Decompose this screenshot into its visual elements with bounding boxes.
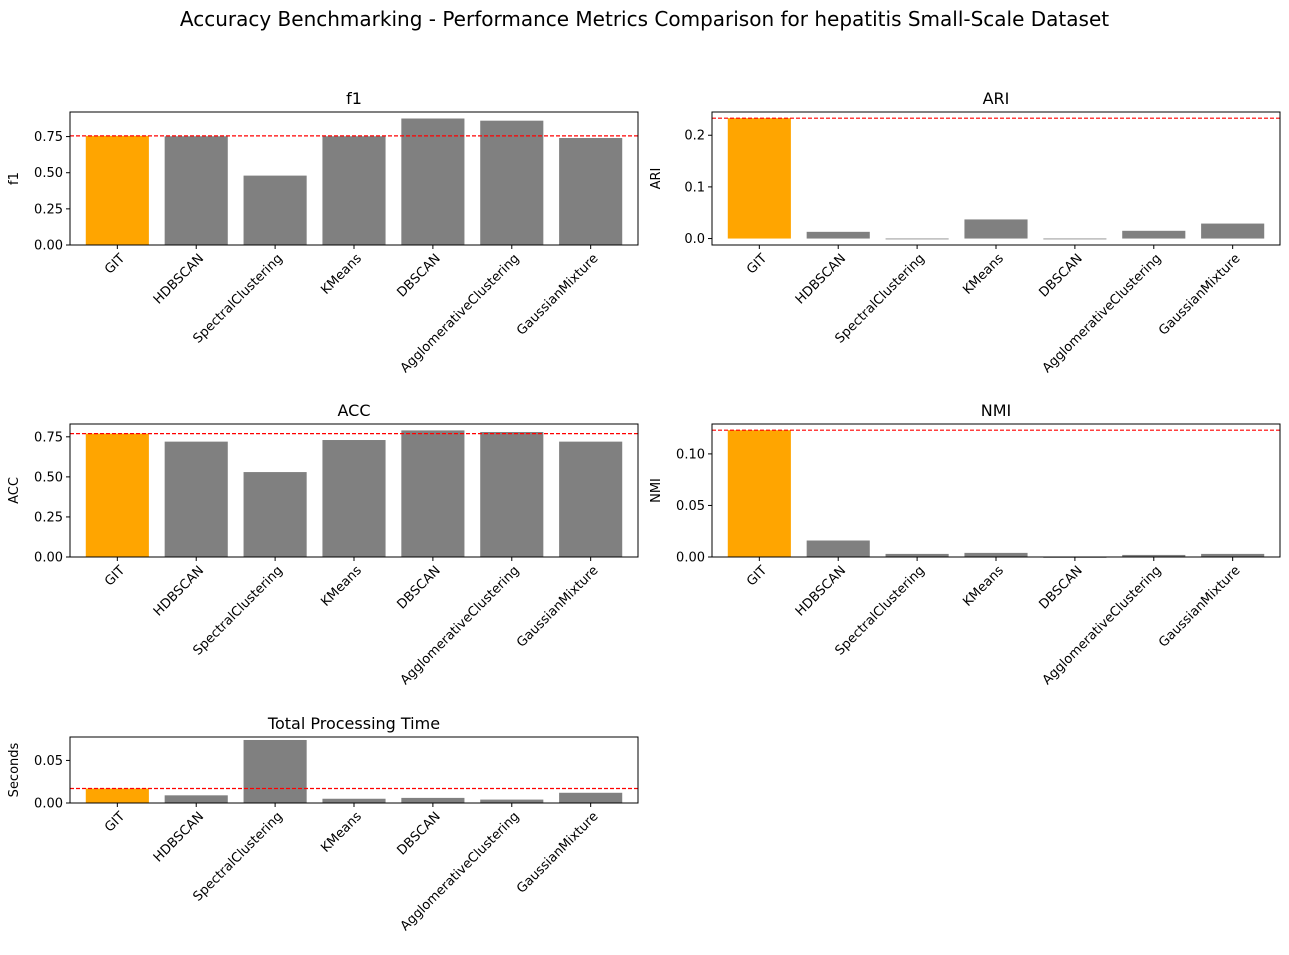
bar-hdbscan	[164, 441, 228, 557]
bar-gaussianmixture	[559, 792, 623, 803]
bar-kmeans	[964, 552, 1028, 557]
chart-nmi: 0.00 0.05 0.10 GIT HDBSCANSpectralClustering…	[649, 401, 1281, 688]
x-tick-label-git: GIT	[102, 251, 128, 277]
y-tick-label: 0.25	[34, 510, 63, 525]
x-tick-label-spectralclustering: SpectralClustering	[833, 251, 928, 346]
axes-frame	[711, 423, 1281, 558]
x-tick-label-hdbscan: HDBSCAN	[151, 809, 207, 865]
x-tick-label-gaussianmixture: GaussianMixture	[514, 563, 601, 650]
y-tick-label: 0.00	[34, 551, 63, 566]
bar-spectralclustering	[243, 472, 307, 557]
y-axis-label: NMI	[649, 478, 664, 503]
bar-agglomerativeclustering	[480, 120, 544, 245]
y-axis-label: Seconds	[7, 742, 22, 797]
y-axis-label: ACC	[7, 477, 22, 504]
y-tick-label: 0.25	[34, 202, 63, 217]
y-tick-label: 0.75	[34, 130, 63, 145]
chart-f1: 0.00 0.25 0.50 0.75 GIT HDBSCANSpectralCluste…	[7, 89, 639, 376]
x-tick-label-kmeans: KMeans	[318, 563, 365, 610]
y-tick-label: 0.75	[34, 430, 63, 445]
bar-spectralclustering	[885, 238, 949, 240]
bar-gaussianmixture	[1201, 553, 1265, 557]
bar-kmeans	[964, 219, 1028, 239]
x-tick-label-dbscan: DBSCAN	[1036, 563, 1085, 612]
bar-kmeans	[322, 136, 386, 245]
x-tick-label-gaussianmixture: GaussianMixture	[514, 809, 601, 896]
bar-git	[85, 788, 149, 803]
figure-title: Accuracy Benchmarking - Performance Metr…	[180, 7, 1109, 31]
bar-agglomerativeclustering	[480, 799, 544, 803]
x-tick-label-git: GIT	[744, 563, 770, 589]
bar-hdbscan	[806, 540, 870, 557]
x-tick-label-hdbscan: HDBSCAN	[151, 251, 207, 307]
x-tick-label-gaussianmixture: GaussianMixture	[514, 251, 601, 338]
chart-acc: 0.00 0.25 0.50 0.75 GIT HDBSCANSpectralCluste…	[7, 401, 639, 688]
chart-title: ARI	[983, 89, 1010, 108]
x-tick-label-hdbscan: HDBSCAN	[793, 251, 849, 307]
chart-title: NMI	[981, 401, 1012, 420]
bar-hdbscan	[164, 795, 228, 803]
bar-dbscan	[401, 797, 465, 803]
bar-agglomerativeclustering	[1122, 230, 1186, 239]
y-tick-label: 0.1	[684, 180, 705, 195]
bar-hdbscan	[164, 136, 228, 245]
bar-git	[727, 430, 791, 557]
bar-hdbscan	[806, 231, 870, 239]
chart-title: Total Processing Time	[267, 714, 440, 733]
x-tick-label-gaussianmixture: GaussianMixture	[1156, 563, 1243, 650]
y-tick-label: 0.50	[34, 470, 63, 485]
x-tick-label-spectralclustering: SpectralClustering	[191, 251, 286, 346]
bar-git	[727, 118, 791, 239]
y-tick-label: 0.05	[676, 499, 705, 514]
bar-spectralclustering	[243, 739, 307, 803]
x-tick-label-git: GIT	[744, 251, 770, 277]
bar-agglomerativeclustering	[1122, 554, 1186, 557]
x-tick-label-dbscan: DBSCAN	[394, 563, 443, 612]
bar-dbscan	[401, 430, 465, 557]
bar-gaussianmixture	[1201, 223, 1265, 239]
x-tick-label-gaussianmixture: GaussianMixture	[1156, 251, 1243, 338]
bar-kmeans	[322, 440, 386, 557]
x-tick-label-spectralclustering: SpectralClustering	[191, 563, 286, 658]
x-tick-label-dbscan: DBSCAN	[394, 251, 443, 300]
bar-agglomerativeclustering	[480, 432, 544, 557]
x-tick-label-hdbscan: HDBSCAN	[793, 563, 849, 619]
bar-gaussianmixture	[559, 138, 623, 245]
bar-git	[85, 433, 149, 557]
bar-dbscan	[1043, 238, 1107, 240]
bar-gaussianmixture	[559, 441, 623, 557]
y-tick-label: 0.50	[34, 166, 63, 181]
x-tick-label-spectralclustering: SpectralClustering	[833, 563, 928, 658]
y-tick-label: 0.00	[34, 797, 63, 812]
y-axis-label: f1	[7, 172, 22, 185]
x-tick-label-dbscan: DBSCAN	[1036, 251, 1085, 300]
bar-git	[85, 135, 149, 245]
x-tick-label-kmeans: KMeans	[960, 251, 1007, 298]
x-tick-label-kmeans: KMeans	[960, 563, 1007, 610]
x-tick-label-kmeans: KMeans	[318, 809, 365, 856]
y-axis-label: ARI	[649, 168, 664, 190]
x-tick-label-kmeans: KMeans	[318, 251, 365, 298]
x-tick-label-dbscan: DBSCAN	[394, 809, 443, 858]
x-tick-label-spectralclustering: SpectralClustering	[191, 809, 286, 904]
bar-dbscan	[401, 118, 465, 245]
bar-spectralclustering	[885, 553, 949, 557]
y-tick-label: 0.00	[34, 239, 63, 254]
chart-title: ACC	[337, 401, 370, 420]
x-tick-label-hdbscan: HDBSCAN	[151, 563, 207, 619]
axes-frame	[69, 736, 639, 804]
chart-title: f1	[346, 89, 362, 108]
bar-spectralclustering	[243, 175, 307, 245]
y-tick-label: 0.10	[676, 447, 705, 462]
x-tick-label-git: GIT	[102, 809, 128, 835]
x-tick-label-git: GIT	[102, 563, 128, 589]
y-tick-label: 0.0	[684, 232, 705, 247]
y-tick-label: 0.2	[684, 129, 705, 144]
y-tick-label: 0.05	[34, 754, 63, 769]
bar-kmeans	[322, 798, 386, 803]
y-tick-label: 0.00	[676, 551, 705, 566]
